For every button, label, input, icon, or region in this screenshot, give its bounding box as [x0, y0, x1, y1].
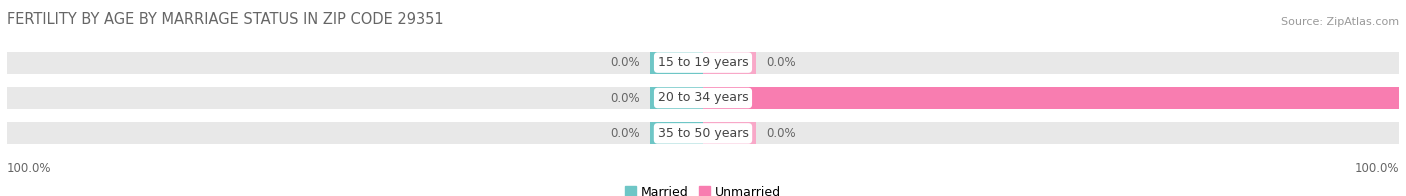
Text: FERTILITY BY AGE BY MARRIAGE STATUS IN ZIP CODE 29351: FERTILITY BY AGE BY MARRIAGE STATUS IN Z…	[7, 12, 444, 27]
Legend: Married, Unmarried: Married, Unmarried	[620, 181, 786, 196]
Text: 15 to 19 years: 15 to 19 years	[658, 56, 748, 69]
Bar	[7, 52, 1399, 74]
Text: 100.0%: 100.0%	[1354, 162, 1399, 175]
Text: Source: ZipAtlas.com: Source: ZipAtlas.com	[1281, 17, 1399, 27]
Bar	[703, 87, 756, 109]
Text: 35 to 50 years: 35 to 50 years	[658, 127, 748, 140]
Bar	[703, 52, 756, 74]
Bar	[756, 87, 1406, 109]
Text: 0.0%: 0.0%	[610, 127, 640, 140]
Bar	[7, 87, 1399, 109]
Bar	[7, 122, 1399, 144]
Bar	[650, 52, 703, 74]
Bar	[650, 122, 703, 144]
Text: 0.0%: 0.0%	[610, 56, 640, 69]
Text: 100.0%: 100.0%	[7, 162, 52, 175]
Bar	[650, 87, 703, 109]
Text: 0.0%: 0.0%	[766, 127, 796, 140]
Text: 20 to 34 years: 20 to 34 years	[658, 92, 748, 104]
Bar	[703, 122, 756, 144]
Text: 0.0%: 0.0%	[766, 56, 796, 69]
Text: 0.0%: 0.0%	[610, 92, 640, 104]
